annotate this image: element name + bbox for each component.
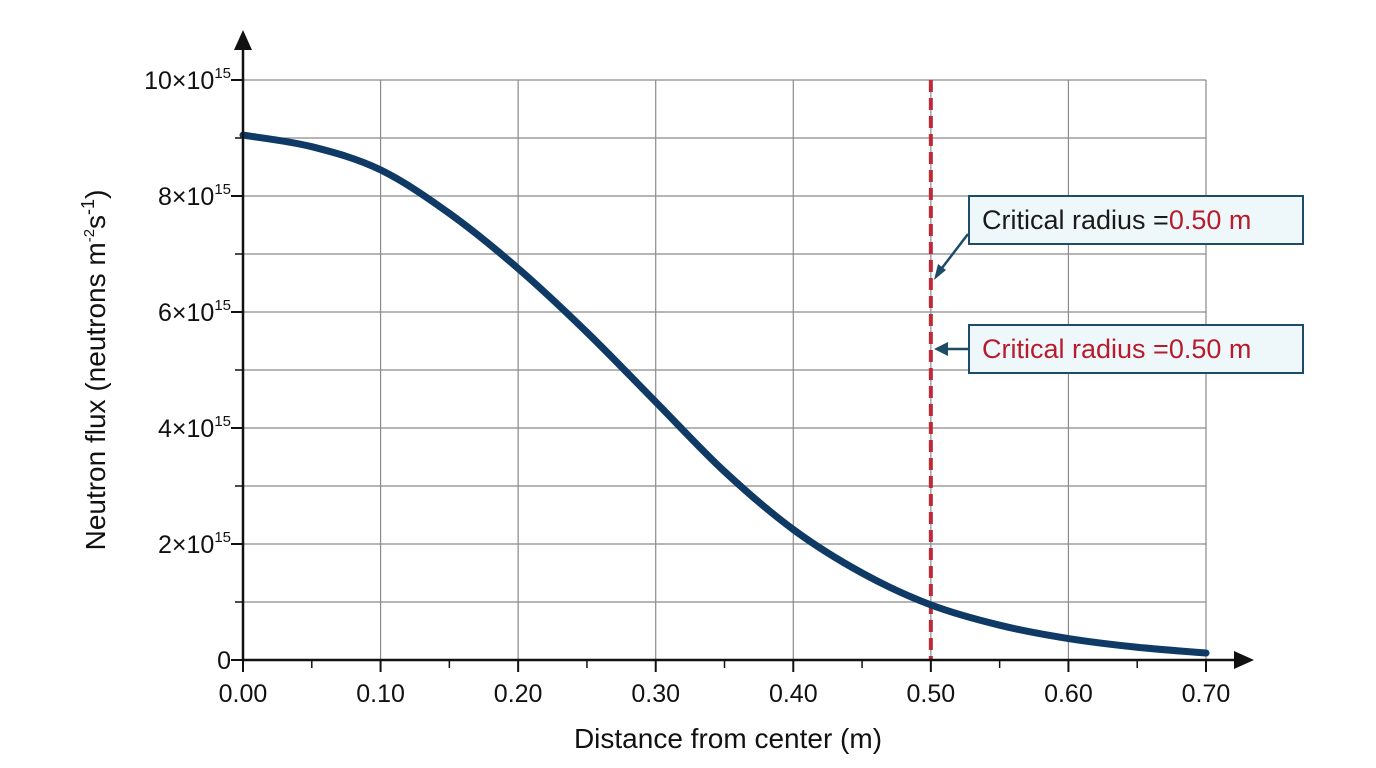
y-tick-exponent: 15 [214, 413, 231, 430]
x-tick-labels: 0.00 0.10 0.20 0.30 0.40 0.50 0.60 0.70 [219, 680, 1231, 708]
x-tick-label: 0.60 [1044, 680, 1093, 708]
x-tick-label: 0.10 [356, 680, 405, 708]
y-tick-exponent: 15 [214, 181, 231, 198]
x-tick-label: 0.40 [769, 680, 818, 708]
callout-lower-arrowhead-icon [934, 342, 948, 356]
y-axis-title-base: Neutron flux (neutrons m [80, 242, 111, 550]
callout-upper-value: 0.50 m [1168, 204, 1252, 235]
y-axis-title: Neutron flux (neutrons m-2s-1) [78, 190, 111, 551]
y-axis-title-exp1: -2 [81, 229, 98, 242]
callout-arrows [934, 233, 969, 356]
y-tick-exponent: 15 [214, 297, 231, 314]
series-layer [239, 131, 1210, 657]
y-axis-title-exp2: -1 [78, 199, 98, 215]
callout-lower-value: 0.50 m [1168, 333, 1252, 364]
x-tick-label: 0.50 [907, 680, 956, 708]
y-axis-arrow-icon [234, 30, 252, 50]
y-tick-label: 4×1015 [158, 413, 231, 443]
critical-radius-callout-upper: Critical radius = 0.50 m [968, 195, 1304, 245]
x-axis-title: Distance from center (m) [574, 723, 882, 754]
callout-upper-prefix: Critical radius = [982, 204, 1169, 235]
axes [231, 30, 1254, 672]
x-tick-label: 0.00 [219, 680, 268, 708]
y-tick-label: 2×1015 [158, 529, 231, 559]
callout-lower-prefix: Critical radius = [982, 333, 1169, 364]
y-tick-label: 8×1015 [158, 181, 231, 211]
critical-radius-callout-lower: Critical radius = 0.50 m [968, 324, 1304, 374]
y-tick-mantissa: 8×10 [158, 183, 214, 211]
flux-curve [239, 131, 1210, 657]
y-tick-exponent: 15 [214, 65, 231, 82]
y-tick-mantissa: 6×10 [158, 299, 214, 327]
x-tick-label: 0.70 [1182, 680, 1231, 708]
y-tick-label: 0 [217, 647, 231, 675]
y-tick-label: 10×1015 [144, 65, 231, 95]
y-tick-mantissa: 2×10 [158, 531, 214, 559]
y-tick-mantissa: 0 [217, 647, 231, 675]
y-axis-title-mid: s [80, 215, 111, 229]
y-axis-title-end: ) [80, 190, 111, 199]
y-tick-mantissa: 4×10 [158, 415, 214, 443]
y-tick-mantissa: 10×10 [144, 67, 214, 95]
y-tick-exponent: 15 [214, 529, 231, 546]
callout-upper-arrowhead-icon [934, 264, 946, 280]
x-tick-label: 0.30 [631, 680, 680, 708]
x-axis-arrow-icon [1234, 651, 1254, 669]
x-tick-label: 0.20 [494, 680, 543, 708]
callout-upper-leader [941, 233, 969, 269]
y-tick-label: 6×1015 [158, 297, 231, 327]
